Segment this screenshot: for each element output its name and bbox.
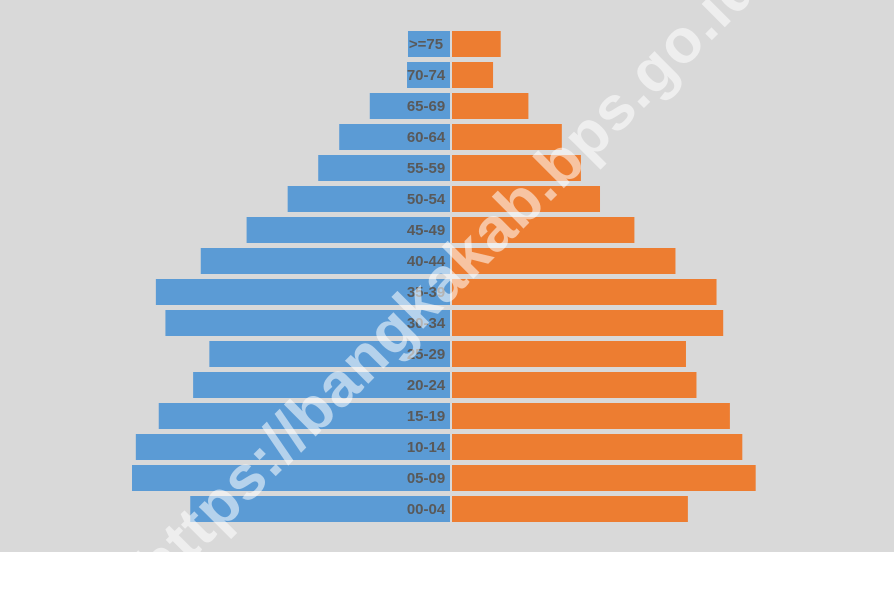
bar-right-10-14 [452, 434, 743, 460]
bar-left-40-44 [200, 248, 450, 274]
bar-left-65-69 [369, 93, 450, 119]
bar-right-15-19 [452, 403, 730, 429]
age-label-30-34: 30-34 [407, 315, 446, 332]
population-pyramid-chart: 00-04 05-09 10-14 15-19 20-24 25-29 30-34 35-39… [132, 31, 756, 522]
age-label-10-14: 10-14 [407, 439, 446, 456]
bar-left-10-14 [135, 434, 450, 460]
bar-left-55-59 [318, 155, 450, 181]
bar-left-15-19 [158, 403, 450, 429]
age-label-25-29: 25-29 [407, 346, 445, 363]
bar-left-70-74 [407, 62, 450, 88]
bar-left-30-34 [165, 310, 451, 336]
age-label-60-64: 60-64 [407, 129, 446, 146]
age-label->=75: >=75 [409, 36, 443, 53]
bar-right-65-69 [452, 93, 529, 119]
bar-left-25-29 [209, 341, 450, 367]
bar-right-55-59 [452, 155, 581, 181]
age-label-20-24: 20-24 [407, 377, 446, 394]
bar-right-05-09 [452, 465, 756, 491]
bar-right-45-49 [452, 217, 635, 243]
bar-right-20-24 [452, 372, 697, 398]
age-label-15-19: 15-19 [407, 408, 445, 425]
bar-left-60-64 [339, 124, 450, 150]
bar-left-05-09 [132, 465, 450, 491]
age-label-05-09: 05-09 [407, 470, 445, 487]
bar-left-50-54 [287, 186, 450, 212]
bar-right-25-29 [452, 341, 686, 367]
bar-right->=75 [452, 31, 501, 57]
bar-right-60-64 [452, 124, 562, 150]
bar-left-20-24 [193, 372, 450, 398]
age-label-70-74: 70-74 [407, 67, 446, 84]
bar-right-00-04 [452, 496, 688, 522]
age-label-50-54: 50-54 [407, 191, 446, 208]
bar-right-40-44 [452, 248, 676, 274]
age-label-65-69: 65-69 [407, 98, 445, 115]
age-label-35-39: 35-39 [407, 284, 445, 301]
age-label-00-04: 00-04 [407, 501, 446, 518]
bar-right-30-34 [452, 310, 724, 336]
age-label-55-59: 55-59 [407, 160, 445, 177]
bar-right-35-39 [452, 279, 717, 305]
chart-area: 00-04 05-09 10-14 15-19 20-24 25-29 30-34 35-39… [0, 0, 894, 552]
bar-left-35-39 [155, 279, 450, 305]
age-label-45-49: 45-49 [407, 222, 445, 239]
bar-left-45-49 [246, 217, 450, 243]
bar-left->=75 [407, 31, 450, 57]
bar-left-00-04 [190, 496, 450, 522]
bar-right-70-74 [452, 62, 494, 88]
bar-right-50-54 [452, 186, 601, 212]
age-label-40-44: 40-44 [407, 253, 446, 270]
